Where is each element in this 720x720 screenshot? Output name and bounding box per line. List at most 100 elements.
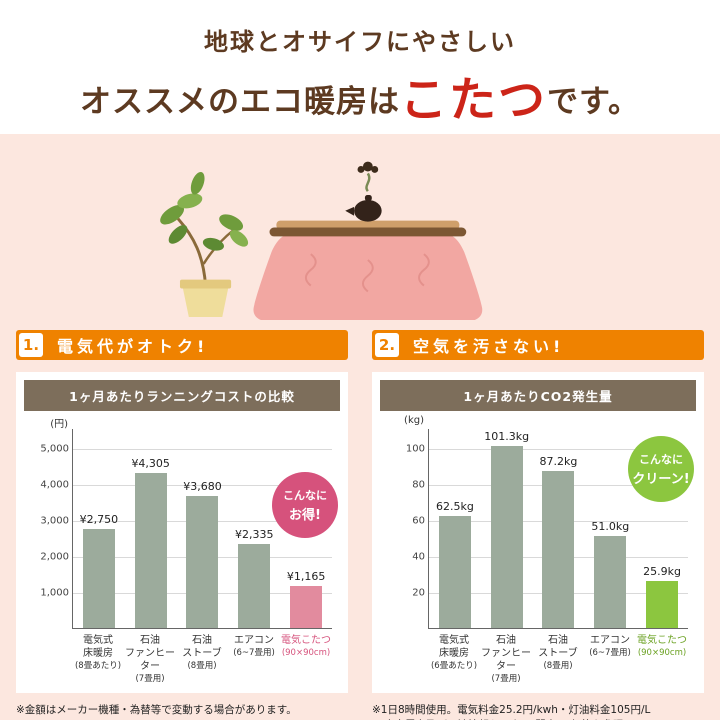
plant-pot	[179, 279, 232, 318]
kotatsu-scene	[160, 161, 483, 320]
bar-value-label: 25.9kg	[643, 565, 682, 579]
section-cost: 1. 電気代がオトク! 1ヶ月あたりランニングコストの比較 (円) 1,000 2…	[16, 330, 348, 720]
cost-chart-plot: 1,000 2,000 3,000 4,000 5,000 ¥2,750 ¥4,305 ¥3,…	[40, 429, 332, 629]
gridline	[73, 449, 332, 450]
bar-value-label: ¥1,165	[286, 570, 326, 584]
plant	[160, 171, 249, 286]
co2-chart-plot-area: (kg) 20 40 60 80 100 62.5kg 101.3kg 87.2kg 51.0k…	[404, 415, 688, 629]
y-axis-tick-label: 60	[412, 515, 425, 527]
bar	[646, 581, 679, 628]
bar	[542, 471, 575, 628]
x-axis-category-label: 電気式床暖房 (8畳あたり)	[72, 634, 124, 685]
category-name-line: 石油	[548, 635, 568, 646]
x-axis-category-label: 石油 ファンヒーター (7畳用)	[124, 634, 176, 685]
category-sub-label: (6~7畳用)	[233, 648, 275, 658]
section-co2: 2. 空気を汚さない! 1ヶ月あたりCO2発生量 (kg) 20 40 60 80 10…	[372, 330, 704, 720]
category-name-line: ファンヒーター	[125, 648, 175, 672]
co2-chart-card: 1ヶ月あたりCO2発生量 (kg) 20 40 60 80 100 62.5kg 101.3…	[372, 372, 704, 694]
headline-main: オススメのエコ暖房はこたつです。	[0, 61, 720, 130]
bar	[238, 543, 271, 628]
category-sub-label: (8畳用)	[187, 661, 217, 671]
gridline	[73, 485, 332, 486]
category-name-line: エアコン	[590, 635, 630, 646]
category-sub-label: (7畳用)	[491, 674, 521, 684]
y-axis-tick-label: 3,000	[40, 515, 69, 527]
section-1-title: 電気代がオトク!	[57, 337, 209, 356]
category-name-line: エアコン	[234, 635, 274, 646]
bar-value-label: 51.0kg	[591, 520, 630, 534]
bar	[290, 586, 323, 628]
co2-chart-plot: 20 40 60 80 100 62.5kg 101.3kg 87.2kg 51.0kg 25.9…	[406, 429, 688, 629]
bar	[490, 445, 523, 628]
co2-chart-title: 1ヶ月あたりCO2発生量	[380, 380, 696, 411]
bar-value-label: 101.3kg	[484, 429, 530, 443]
savings-badge-line1: こんなに	[283, 489, 327, 502]
category-name-line: ファンヒーター	[481, 648, 531, 672]
cost-footnote: ※金額はメーカー機種・為替等で変動する場合があります。	[16, 704, 297, 717]
cost-chart-title: 1ヶ月あたりランニングコストの比較	[24, 380, 340, 411]
bar-slot: 51.0kg	[584, 429, 636, 628]
category-name-line: 電気式	[83, 635, 113, 646]
kotatsu-illustration	[0, 134, 720, 326]
category-name-line: 床暖房	[439, 648, 469, 659]
cost-chart-x-labels: 電気式 床暖房 (8畳あたり) 石油 ファンヒーター (7畳用) 石油 ストーブ (8畳用) エア…	[72, 634, 332, 685]
category-sub-label: (8畳用)	[543, 661, 573, 671]
x-axis-category-label: エアコン (6~7畳用)	[584, 634, 636, 685]
gridline	[429, 449, 688, 450]
bar-slot: ¥1,165	[280, 429, 332, 628]
co2-footnote: ※1日8時間使用。電気料金25.2円/kwh・灯油料金105円/L (東京電力及…	[372, 703, 704, 720]
savings-badge-line2: お得!	[289, 508, 321, 523]
bar-slot: ¥4,305	[125, 429, 177, 628]
x-axis-category-label: 石油 ストーブ (8畳用)	[176, 634, 228, 685]
cost-y-axis-unit: (円)	[50, 419, 68, 430]
y-axis-tick-label: 5,000	[40, 443, 69, 455]
category-name-line: 電気こたつ	[637, 635, 687, 646]
cost-chart-plot-area: (円) 1,000 2,000 3,000 4,000 5,000 ¥2,750 ¥4,30…	[40, 419, 332, 629]
category-sub-label: (7畳用)	[135, 674, 165, 684]
section-2-number: 2.	[375, 333, 399, 357]
steam	[365, 172, 371, 192]
bar-slot: ¥2,335	[228, 429, 280, 628]
category-name-line: 床暖房	[83, 648, 113, 659]
y-axis-tick-label: 2,000	[40, 551, 69, 563]
bar	[438, 515, 471, 628]
section-1-header: 1. 電気代がオトク!	[16, 330, 348, 360]
bar-value-label: 62.5kg	[435, 499, 474, 513]
category-sub-label: (6~7畳用)	[589, 648, 631, 658]
bar-slot: 25.9kg	[636, 429, 688, 628]
y-axis-tick-label: 1,000	[40, 587, 69, 599]
y-axis-tick-label: 100	[405, 443, 425, 455]
x-axis-category-label: エアコン (6~7畳用)	[228, 634, 280, 685]
kotatsu-tabletop	[269, 220, 467, 237]
bar-value-label: ¥2,335	[235, 527, 274, 541]
x-axis-category-label: 電気こたつ (90×90cm)	[636, 634, 688, 685]
co2-y-axis-unit: (kg)	[404, 415, 424, 426]
bar	[134, 473, 167, 628]
category-sub-label: (6畳あたり)	[430, 661, 478, 671]
category-name-line: ストーブ	[182, 648, 222, 659]
bar-slot: ¥3,680	[177, 429, 229, 628]
y-axis-tick-label: 20	[412, 587, 425, 599]
bar	[594, 536, 627, 628]
category-sub-label: (8畳あたり)	[74, 661, 122, 671]
y-axis-tick-label: 40	[412, 551, 425, 563]
savings-badge: こんなに お得!	[272, 472, 338, 538]
x-axis-category-label: 電気こたつ (90×90cm)	[280, 634, 332, 685]
headline-post: です。	[547, 84, 640, 120]
section-2-header: 2. 空気を汚さない!	[372, 330, 704, 360]
co2-footnote-line1: ※1日8時間使用。電気料金25.2円/kwh・灯油料金105円/L	[372, 704, 651, 717]
content-columns: 1. 電気代がオトク! 1ヶ月あたりランニングコストの比較 (円) 1,000 2…	[0, 326, 720, 720]
clean-badge-line1: こんなに	[639, 453, 683, 466]
y-axis-tick-label: 80	[412, 479, 425, 491]
category-name-line: 電気こたつ	[281, 635, 331, 646]
section-2-title: 空気を汚さない!	[413, 337, 565, 356]
y-axis-tick-label: 4,000	[40, 479, 69, 491]
section-1-number: 1.	[19, 333, 43, 357]
category-sub-label: (90×90cm)	[637, 648, 687, 658]
x-axis-category-label: 電気式 床暖房 (6畳あたり)	[428, 634, 480, 685]
bar	[186, 495, 219, 628]
kotatsu-blanket	[253, 232, 483, 320]
bar-slot: ¥2,750	[73, 429, 125, 628]
clean-badge-line2: クリーン!	[632, 472, 690, 487]
